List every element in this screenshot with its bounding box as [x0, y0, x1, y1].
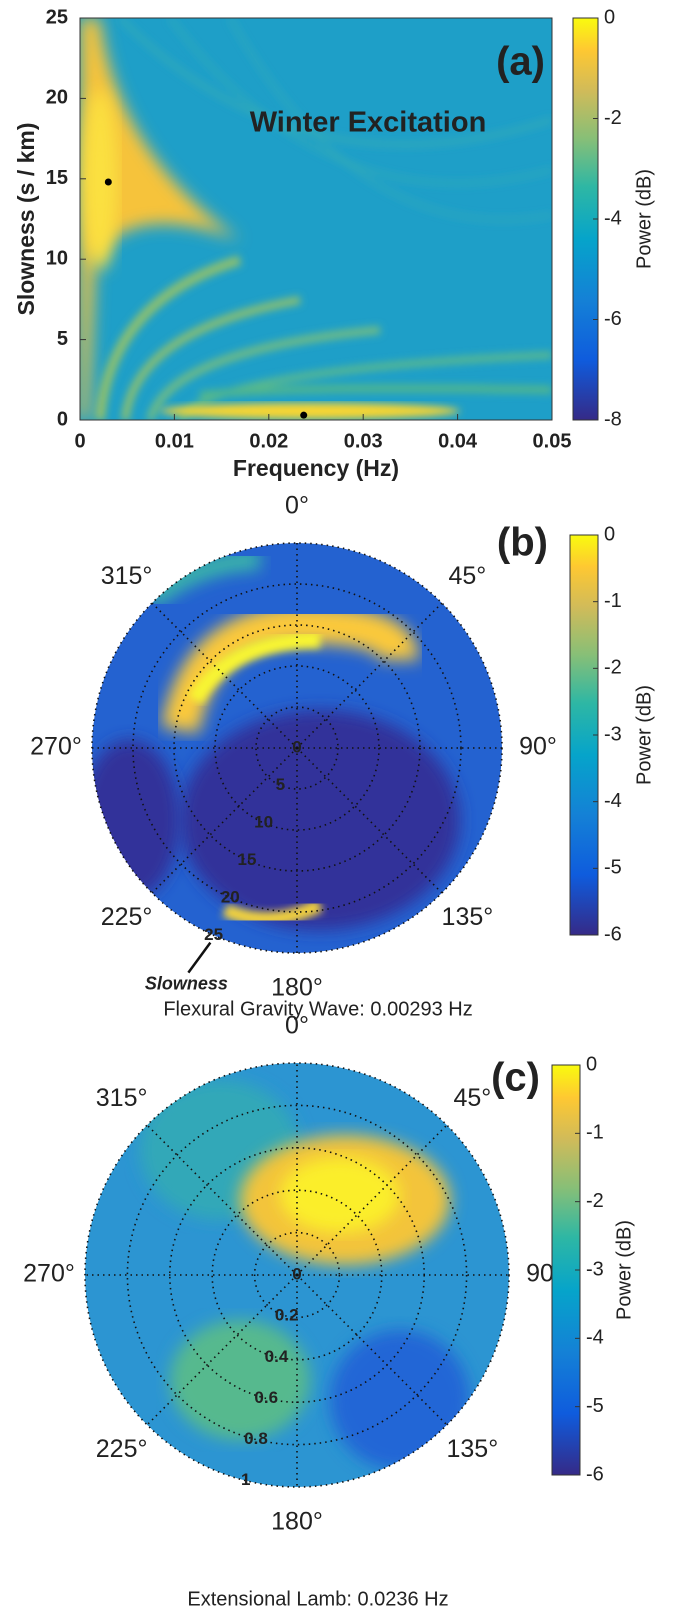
- radial-tick-label: 0.2: [275, 1306, 299, 1325]
- angle-tick-label: 45°: [453, 1084, 491, 1112]
- caption: Flexural Gravity Wave: 0.00293 Hz: [163, 998, 472, 1020]
- angle-tick-label: 315°: [96, 1084, 148, 1112]
- colorbar-label: Power (dB): [613, 1220, 635, 1320]
- radial-grid: [255, 706, 339, 790]
- angle-tick-label: 270°: [30, 733, 82, 761]
- panel-title: (a): [496, 40, 545, 84]
- y-axis-label: Slowness (s / km): [13, 122, 39, 315]
- panel-title: (b): [497, 521, 548, 565]
- radial-grid: [132, 583, 462, 913]
- colorbar-tick-label: -1: [586, 1122, 604, 1144]
- colorbar-tick-label: -5: [586, 1395, 604, 1417]
- colorbar-tick-label: -6: [604, 308, 622, 330]
- radial-grid: [214, 665, 380, 831]
- plot-frame: [79, 17, 553, 421]
- y-tick-label: 20: [46, 87, 68, 109]
- colorbar-tick-label: -3: [604, 723, 622, 745]
- angle-tick-label: 225°: [101, 903, 153, 931]
- angle-tick-label: 225°: [96, 1435, 148, 1463]
- angle-grid: [146, 1274, 298, 1426]
- angle-grid: [296, 1274, 448, 1426]
- angle-tick-label: 45°: [449, 562, 487, 590]
- angle-grid: [151, 602, 298, 749]
- x-tick-label: 0.02: [249, 430, 288, 452]
- colorbar-tick-label: -6: [604, 923, 622, 945]
- radial-grid: [211, 1189, 383, 1361]
- angle-grid: [296, 747, 443, 894]
- angle-tick-label: 0°: [285, 492, 309, 520]
- marker: [104, 178, 112, 186]
- angle-tick-label: 270°: [23, 1260, 75, 1288]
- y-tick-label: 10: [46, 247, 68, 269]
- radial-tick-label: 0.6: [254, 1388, 278, 1407]
- angle-tick-label: 180°: [271, 1508, 323, 1536]
- radial-grid: [126, 1104, 468, 1446]
- x-tick-label: 0.05: [533, 430, 572, 452]
- annotation: Winter Excitation: [250, 107, 487, 139]
- angle-tick-label: 90°: [519, 733, 557, 761]
- colorbar-tick-label: 0: [586, 1053, 597, 1075]
- radial-grid: [253, 1231, 341, 1319]
- colorbar-tick-label: -2: [586, 1190, 604, 1212]
- radial-tick-label: 0.8: [244, 1429, 268, 1448]
- y-tick-label: 0: [57, 408, 68, 430]
- colorbar-label: Power (dB): [633, 169, 655, 269]
- radial-tick-label: 25: [204, 925, 223, 944]
- x-tick-label: 0.04: [438, 430, 478, 452]
- colorbar-tick-label: -2: [604, 657, 622, 679]
- radial-tick-label: 0: [292, 1264, 301, 1283]
- angle-tick-label: 135°: [447, 1435, 499, 1463]
- colorbar-tick-label: -4: [586, 1327, 604, 1349]
- colorbar-tick-label: -5: [604, 857, 622, 879]
- x-tick-label: 0: [74, 430, 85, 452]
- colorbar-tick-label: -1: [604, 590, 622, 612]
- angle-tick-label: 180°: [271, 974, 323, 1002]
- radial-grid: [173, 624, 421, 872]
- colorbar-tick-label: -8: [604, 408, 622, 430]
- radial-tick-label: 0.4: [265, 1347, 289, 1366]
- radial-tick-label: 5: [276, 775, 285, 794]
- radial-tick-label: 20: [221, 887, 240, 906]
- colorbar-tick-label: 0: [604, 6, 615, 28]
- heatmap-field: [80, 18, 552, 420]
- angle-tick-label: 315°: [101, 562, 153, 590]
- marker: [300, 411, 308, 419]
- angle-tick-label: 0°: [285, 1012, 309, 1040]
- y-tick-label: 25: [46, 6, 68, 28]
- caption: Extensional Lamb: 0.0236 Hz: [187, 1588, 448, 1610]
- radial-axis-label: Slowness: [145, 973, 228, 993]
- angle-grid: [296, 1124, 448, 1276]
- y-tick-label: 5: [57, 328, 68, 350]
- angle-grid: [151, 747, 298, 894]
- angle-grid: [146, 1124, 298, 1276]
- x-tick-label: 0.03: [344, 430, 383, 452]
- angle-grid: [296, 602, 443, 749]
- radial-tick-label: 15: [238, 850, 257, 869]
- colorbar-tick-label: -4: [604, 790, 622, 812]
- colorbar-tick-label: -3: [586, 1258, 604, 1280]
- angle-tick-label: 135°: [442, 903, 494, 931]
- x-tick-label: 0.01: [155, 430, 194, 452]
- y-tick-label: 15: [46, 167, 68, 189]
- colorbar-tick-label: -6: [586, 1463, 604, 1485]
- radial-tick-label: 0: [292, 737, 301, 756]
- colorbar-tick-label: -2: [604, 107, 622, 129]
- colorbar-tick-label: 0: [604, 523, 615, 545]
- colorbar-label: Power (dB): [633, 685, 655, 785]
- colorbar-tick-label: -4: [604, 207, 622, 229]
- radial-tick-label: 10: [254, 812, 273, 831]
- panel-title: (c): [491, 1056, 540, 1100]
- radial-grid: [84, 1062, 510, 1488]
- label-leader: [187, 941, 212, 974]
- x-axis-label: Frequency (Hz): [233, 455, 399, 481]
- radial-tick-label: 1: [241, 1470, 250, 1489]
